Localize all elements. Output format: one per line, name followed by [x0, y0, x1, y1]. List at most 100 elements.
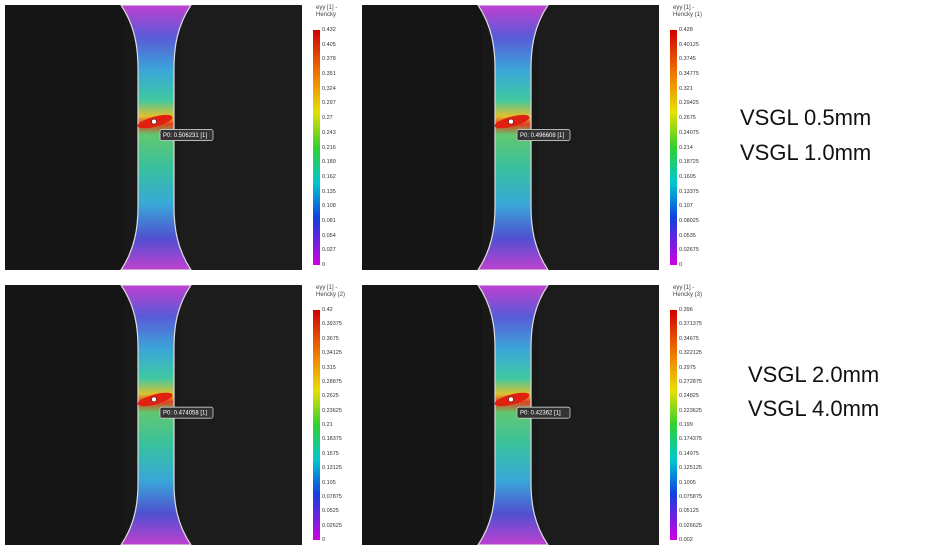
panel: P0: 0.474058 [1] eyy [1] - Hencky (2) 0.42 0…: [5, 285, 365, 545]
colorbar-tick-label: 0.054: [322, 232, 336, 239]
probe-label: P0: 0.496608 [1]: [520, 133, 564, 139]
probe-label: P0: 0.506231 [1]: [163, 133, 207, 139]
colorbar-tick-label: 0.027: [322, 247, 336, 254]
colorbar-tick-label: 0: [679, 262, 683, 268]
probe-box: [516, 129, 571, 141]
colorbar-tick-label: 0.28875: [322, 378, 342, 385]
colorbar-tick-label: 0.02625: [322, 522, 342, 529]
probe-label: P0: 0.42362 [1]: [520, 411, 561, 417]
colorbar-tick-label: 0.1005: [679, 479, 696, 486]
colorbar-tick-label: 0.3745: [679, 56, 696, 63]
header-line: eyy [1] -: [673, 5, 695, 11]
colorbar-tick-label: 0.3675: [322, 335, 339, 342]
colorbar-tick-label: 0.174375: [679, 436, 702, 443]
specimen: P0: 0.506231 [1]: [5, 5, 302, 270]
colorbar-tick-label: 0.125125: [679, 465, 702, 472]
colorbar-tick-label: 0.02675: [679, 247, 699, 254]
colorbar-tick-label: 0.405: [322, 41, 336, 48]
probe-point: [151, 118, 157, 125]
vsgl-label: VSGL 4.0mm: [748, 396, 880, 421]
probe-label: P0: 0.474058 [1]: [163, 411, 207, 417]
colorbar-tick-label: 0.081: [322, 217, 336, 224]
colorbar-tick-label: 0.1575: [322, 450, 339, 457]
colorbar-tick-label: 0.199: [679, 422, 693, 428]
colorbar-tick-label: 0.002: [679, 537, 693, 543]
colorbar-tick-label: 0.315: [322, 364, 336, 371]
colorbar-tick-label: 0.34125: [322, 350, 342, 357]
colorbar-header: eyy [1] - Hencky (1): [673, 5, 702, 19]
colorbar: [313, 30, 320, 265]
colorbar-tick-label: 0.105: [322, 479, 336, 486]
specimen: P0: 0.42362 [1]: [362, 285, 659, 545]
vsgl-label: VSGL 0.5mm: [740, 105, 872, 130]
colorbar-tick-label: 0.18725: [679, 159, 699, 166]
colorbar-tick-label: 0.371375: [679, 321, 702, 328]
colorbar-tick-label: 0.0535: [679, 232, 696, 239]
strain-field: [120, 285, 192, 545]
colorbar-tick-label: 0.21: [322, 422, 333, 428]
specimen: P0: 0.496608 [1]: [362, 5, 659, 270]
dic-image: P0: 0.506231 [1]: [5, 5, 302, 270]
dic-image: P0: 0.42362 [1]: [362, 285, 659, 545]
colorbar-tick-label: 0.272875: [679, 378, 702, 385]
colorbar: [313, 310, 320, 540]
colorbar: [670, 310, 677, 540]
colorbar-tick-label: 0.243: [322, 129, 336, 136]
colorbar-tick-label: 0.29425: [679, 100, 699, 107]
header-line: Hencky (3): [673, 292, 703, 298]
vsgl-label: VSGL 1.0mm: [740, 140, 872, 165]
left-grip: [362, 285, 482, 545]
colorbar-tick-label: 0.24825: [679, 393, 699, 400]
colorbar-tick-label: 0.14975: [679, 450, 699, 457]
colorbar-tick-label: 0.428: [679, 27, 693, 33]
colorbar-header: eyy [1] - Hencky (2): [316, 285, 345, 299]
colorbar-tick-label: 0.135: [322, 188, 336, 195]
colorbar-tick-label: 0.189: [322, 159, 336, 166]
colorbar-tick-label: 0.13375: [679, 188, 699, 195]
colorbar-tick-label: 0.223625: [679, 407, 702, 414]
colorbar-tick-label: 0.2625: [322, 393, 339, 400]
probe-point: [508, 118, 514, 125]
probe-box: [159, 129, 214, 141]
colorbar-tick-label: 0.107: [679, 203, 693, 210]
colorbar-tick-label: 0.08025: [679, 217, 699, 224]
colorbar-tick-label: 0.13125: [322, 465, 342, 472]
panel: P0: 0.506231 [1] eyy [1] - Hencky 0.432 0.40…: [5, 5, 365, 270]
colorbar-tick-label: 0.075875: [679, 493, 702, 500]
left-grip: [5, 5, 125, 270]
colorbar-tick-label: 0.214: [679, 144, 693, 151]
colorbar-tick-label: 0.432: [322, 27, 336, 33]
probe-box: [159, 406, 214, 419]
colorbar-tick-label: 0.396: [679, 307, 693, 313]
header-line: eyy [1] -: [673, 285, 695, 291]
strain-field: [477, 5, 549, 270]
colorbar-tick-label: 0.378: [322, 56, 336, 63]
colorbar-tick-label: 0.2975: [679, 364, 696, 371]
header-line: Hencky (2): [316, 292, 346, 298]
strain-field: [477, 285, 549, 545]
specimen: P0: 0.474058 [1]: [5, 285, 302, 545]
colorbar-tick-label: 0.07875: [322, 493, 342, 500]
colorbar-tick-label: 0.39375: [322, 321, 342, 328]
colorbar-tick-label: 0.162: [322, 173, 336, 180]
colorbar-tick-label: 0.0525: [322, 508, 339, 515]
probe-box: [516, 406, 571, 419]
colorbar-tick-label: 0.23625: [322, 407, 342, 414]
panel: P0: 0.496608 [1] eyy [1] - Hencky (1) 0.428…: [362, 5, 722, 270]
dic-image: P0: 0.474058 [1]: [5, 285, 302, 545]
colorbar-tick-label: 0.34775: [679, 71, 699, 78]
colorbar-tick-label: 0.324: [322, 85, 336, 92]
colorbar-tick-label: 0.18375: [322, 436, 342, 443]
colorbar-header: eyy [1] - Hencky: [316, 5, 337, 19]
colorbar-header: eyy [1] - Hencky (3): [673, 285, 702, 299]
colorbar-tick-label: 0.108: [322, 203, 336, 210]
colorbar-tick-label: 0.42: [322, 307, 333, 313]
colorbar-tick-label: 0.34675: [679, 335, 699, 342]
colorbar-tick-label: 0.026625: [679, 522, 702, 529]
colorbar-tick-label: 0.2675: [679, 115, 696, 122]
colorbar-tick-label: 0.321: [679, 85, 693, 92]
header-line: Hencky (1): [673, 12, 703, 18]
header-line: Hencky: [316, 12, 337, 18]
vsgl-label: VSGL 2.0mm: [748, 362, 880, 387]
